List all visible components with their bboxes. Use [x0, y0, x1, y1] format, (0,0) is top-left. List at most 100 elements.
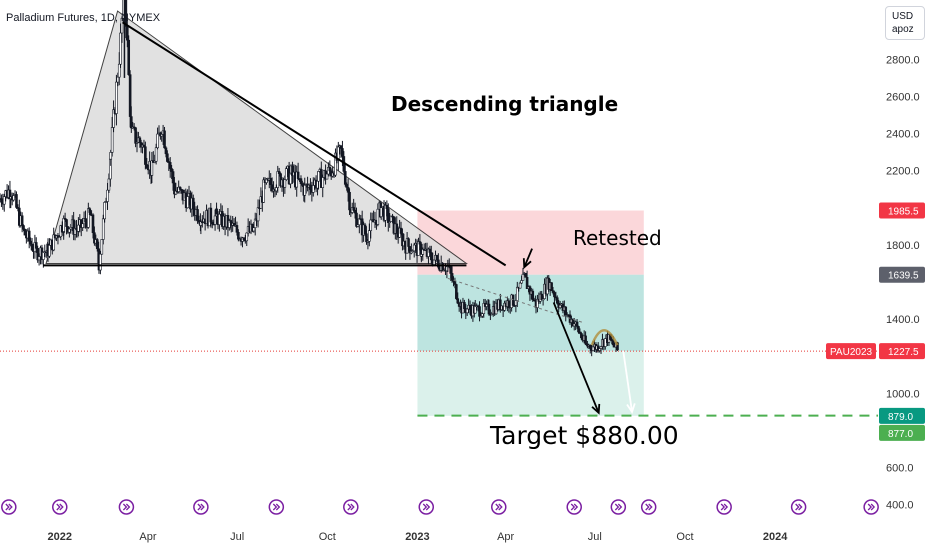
event-icon[interactable] — [193, 499, 209, 515]
candle-body — [473, 305, 477, 314]
candle-body — [478, 306, 481, 317]
x-tick-label: 2022 — [48, 531, 72, 543]
candle-body — [603, 338, 607, 347]
candle-body — [353, 209, 357, 214]
candle-body — [468, 304, 472, 310]
event-arrows-icon — [495, 503, 503, 511]
candle-body — [284, 168, 288, 180]
event-icon[interactable] — [640, 499, 657, 515]
candle-body — [591, 346, 595, 351]
upper-trendline-line — [121, 21, 507, 267]
retest-arrow-head — [522, 258, 532, 270]
candle-body — [328, 167, 332, 172]
candle-body — [100, 239, 104, 255]
candle-body — [12, 195, 15, 201]
y-tick-label: 600.0 — [886, 463, 914, 475]
pattern-title-annotation: Descending triangle — [391, 92, 619, 116]
projection-arrow — [622, 350, 636, 414]
candle-body — [81, 223, 84, 228]
candle-body — [518, 282, 522, 289]
candle-body — [145, 164, 149, 169]
event-arrows-icon — [570, 503, 579, 511]
candle-body — [388, 221, 392, 223]
price-badge-text: 1985.5 — [888, 207, 919, 218]
candle-body — [65, 219, 68, 227]
candle-body — [87, 208, 90, 228]
candle-body — [245, 232, 249, 242]
candle-body — [138, 137, 142, 143]
candle-body — [62, 218, 65, 232]
candle-body — [48, 245, 51, 257]
x-tick-label: 2023 — [405, 531, 429, 543]
currency-unit-button[interactable]: USD apoz — [885, 6, 925, 40]
event-icon[interactable] — [118, 499, 135, 515]
candle-body — [430, 252, 433, 261]
descending-triangle-shape — [45, 10, 468, 264]
target-zone — [417, 351, 644, 416]
y-tick-label: 2400.0 — [886, 129, 920, 141]
candle-body — [178, 186, 182, 190]
candle-body — [525, 277, 529, 289]
event-icon[interactable] — [790, 499, 807, 515]
y-tick-label: 2600.0 — [886, 91, 920, 103]
event-icon[interactable] — [52, 499, 68, 515]
candle-body — [580, 333, 583, 339]
candle-body — [277, 171, 281, 174]
candle-body — [317, 171, 320, 182]
event-arrows-icon — [720, 503, 729, 511]
candle-body — [218, 213, 221, 225]
candle-body — [117, 63, 121, 78]
event-icon[interactable] — [566, 499, 582, 515]
candle-body — [91, 214, 95, 234]
candle-body — [34, 242, 38, 249]
candle-body — [252, 227, 256, 232]
candle-body — [303, 184, 307, 196]
candle-body — [156, 133, 159, 149]
event-icon[interactable] — [610, 499, 627, 515]
candle-body — [196, 209, 199, 221]
candle-body — [269, 178, 273, 185]
candle-body — [262, 179, 265, 203]
event-icon[interactable] — [1, 499, 17, 515]
candle-body — [369, 219, 373, 231]
event-icon[interactable] — [491, 499, 507, 515]
stop-loss-zone — [417, 210, 644, 275]
event-icon[interactable] — [863, 499, 879, 515]
event-arrows-icon — [272, 503, 281, 511]
event-arrows-icon — [867, 503, 876, 511]
x-tick-label: Oct — [319, 531, 336, 543]
candle-body — [385, 204, 389, 209]
candle-body — [346, 187, 350, 193]
candle-body — [112, 109, 115, 128]
candle-body — [134, 127, 137, 144]
candle-body — [154, 147, 158, 162]
candle-body — [95, 239, 99, 250]
candle-body — [237, 231, 240, 240]
candle-body — [564, 306, 568, 316]
candle-body — [299, 178, 303, 184]
candle-body — [520, 280, 523, 284]
event-icon[interactable] — [268, 499, 285, 515]
candle-body — [339, 145, 343, 149]
candle-body — [524, 273, 527, 278]
projection-arrow-head — [626, 403, 636, 414]
candle-body — [550, 282, 553, 291]
candle-body — [77, 224, 80, 232]
price-badge-text: 879.0 — [888, 412, 913, 423]
candle-body — [611, 340, 615, 346]
candle-body — [2, 196, 6, 205]
y-tick-label: 2200.0 — [886, 166, 920, 178]
projection-arrow-shaft — [622, 350, 633, 413]
candle-body — [275, 187, 278, 192]
event-icon[interactable] — [716, 499, 732, 515]
candle-body — [168, 162, 172, 169]
candle-body — [435, 255, 439, 261]
candle-body — [166, 153, 169, 162]
event-icon[interactable] — [343, 499, 359, 515]
candle-body — [120, 17, 124, 34]
candle-body — [88, 212, 92, 216]
candle-body — [376, 208, 380, 225]
event-icon[interactable] — [418, 499, 435, 515]
candles — [0, 0, 619, 357]
